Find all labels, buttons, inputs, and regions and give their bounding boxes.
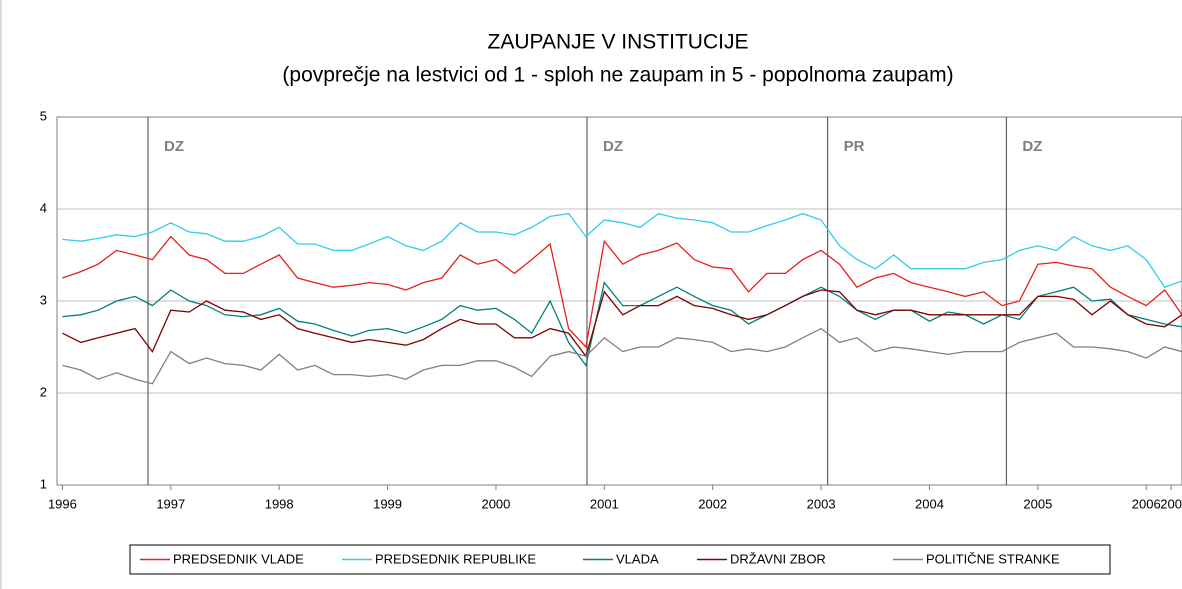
- plot-frame: [56, 116, 1182, 486]
- legend-label: PREDSEDNIK REPUBLIKE: [375, 551, 536, 566]
- y-tick-label: 5: [40, 108, 47, 123]
- x-tick-label: 2001: [590, 496, 619, 511]
- event-label: DZ: [1022, 138, 1042, 155]
- legend-label: PREDSEDNIK VLADE: [173, 551, 304, 566]
- x-tick-label: 2002: [698, 496, 727, 511]
- x-tick-label: 2000: [481, 496, 510, 511]
- x-tick-label: 2006: [1132, 496, 1161, 511]
- chart-title: ZAUPANJE V INSTITUCIJE: [488, 31, 749, 54]
- y-tick-label: 3: [40, 292, 47, 307]
- chart-subtitle: (povprečje na lestvici od 1 - sploh ne z…: [282, 64, 953, 87]
- legend-label: POLITIČNE STRANKE: [926, 551, 1060, 566]
- x-tick-label: 200: [1160, 496, 1182, 511]
- event-label: PR: [844, 138, 865, 155]
- series-line: [62, 212, 1182, 288]
- x-tick-label: 1999: [373, 496, 402, 511]
- x-tick-label: 1997: [156, 496, 185, 511]
- y-tick-label: 4: [40, 200, 47, 215]
- x-tick-label: 1996: [48, 496, 77, 511]
- event-label: DZ: [603, 138, 623, 155]
- legend-label: DRŽAVNI ZBOR: [730, 551, 826, 566]
- y-tick-label: 2: [40, 384, 47, 399]
- legend-box: [129, 544, 1111, 575]
- legend-label: VLADA: [616, 551, 659, 566]
- x-tick-label: 1998: [265, 496, 294, 511]
- event-label: DZ: [164, 138, 184, 155]
- x-tick-label: 2005: [1023, 496, 1052, 511]
- series-line: [62, 327, 1182, 385]
- series-line: [62, 235, 1182, 349]
- y-tick-label: 1: [40, 476, 47, 491]
- x-tick-label: 2004: [915, 496, 944, 511]
- series-line: [62, 289, 1182, 358]
- series-line: [62, 281, 1182, 367]
- x-tick-label: 2003: [807, 496, 836, 511]
